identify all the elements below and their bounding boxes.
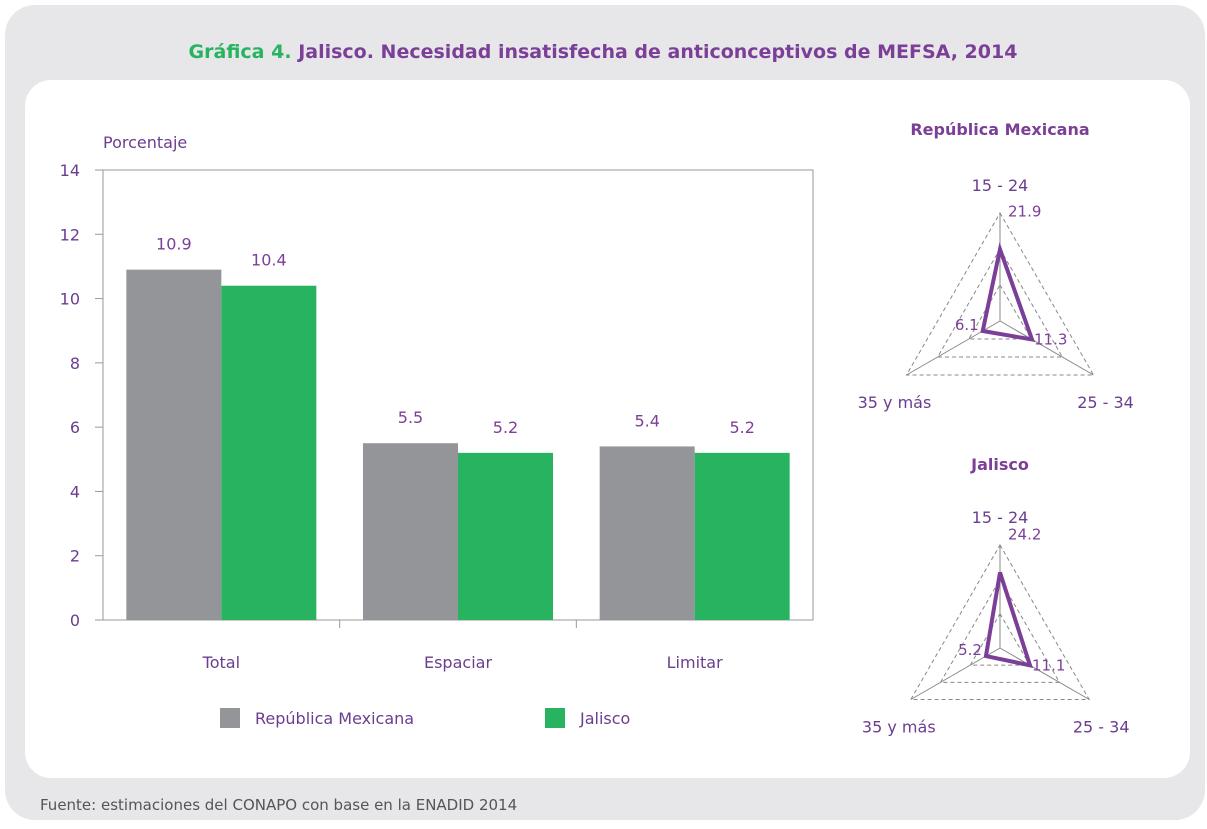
radar-value-label: 24.2 <box>1008 525 1041 543</box>
chart: Gráfica 4. Jalisco. Necesidad insatisfec… <box>0 0 1207 825</box>
legend-label: República Mexicana <box>255 709 414 728</box>
y-tick-label: 2 <box>70 547 80 566</box>
source: Fuente: estimaciones del CONAPO con base… <box>40 796 517 814</box>
legend-swatch <box>220 708 240 728</box>
bar <box>695 453 790 620</box>
x-tick-label: Espaciar <box>424 653 492 672</box>
legend-label: Jalisco <box>579 709 630 728</box>
page: Gráfica 4. Jalisco. Necesidad insatisfec… <box>0 0 1207 825</box>
bar <box>600 446 695 620</box>
radar-category: 15 - 24 <box>972 176 1029 195</box>
bar <box>221 286 316 620</box>
radar-value-label: 11.1 <box>1032 656 1065 674</box>
radar-category: 25 - 34 <box>1077 393 1134 412</box>
radar-category: 35 y más <box>862 718 936 737</box>
value-label: 10.4 <box>251 251 287 270</box>
y-tick-label: 4 <box>70 482 80 501</box>
legend-swatch <box>545 708 565 728</box>
bar <box>458 453 553 620</box>
y-tick-label: 10 <box>60 290 80 309</box>
value-label: 10.9 <box>156 235 192 254</box>
bar <box>363 443 458 620</box>
y-tick-label: 0 <box>70 611 80 630</box>
radar-title: República Mexicana <box>910 120 1089 139</box>
radar-value-label: 6.1 <box>955 316 979 334</box>
radar-value-label: 11.3 <box>1034 330 1067 348</box>
value-label: 5.5 <box>398 408 423 427</box>
title-text: Jalisco. Necesidad insatisfecha de antic… <box>296 41 1017 63</box>
y-tick-label: 14 <box>60 161 80 180</box>
radar-value-label: 21.9 <box>1008 202 1041 220</box>
radar-category: 35 y más <box>858 393 932 412</box>
y-tick-label: 8 <box>70 354 80 373</box>
title-prefix: Gráfica 4. <box>189 41 292 63</box>
value-label: 5.4 <box>634 411 659 430</box>
y-tick-label: 6 <box>70 418 80 437</box>
y-axis-label: Porcentaje <box>103 133 187 152</box>
value-label: 5.2 <box>729 418 754 437</box>
x-tick-label: Total <box>202 653 240 672</box>
radar-value-label: 5.2 <box>958 641 982 659</box>
radar-title: Jalisco <box>970 455 1029 474</box>
radar-category: 15 - 24 <box>972 508 1029 527</box>
bar <box>126 270 221 620</box>
radar-category: 25 - 34 <box>1073 718 1130 737</box>
x-tick-label: Limitar <box>667 653 723 672</box>
value-label: 5.2 <box>493 418 518 437</box>
page-title: Gráfica 4. Jalisco. Necesidad insatisfec… <box>189 41 1018 63</box>
y-tick-label: 12 <box>60 225 80 244</box>
